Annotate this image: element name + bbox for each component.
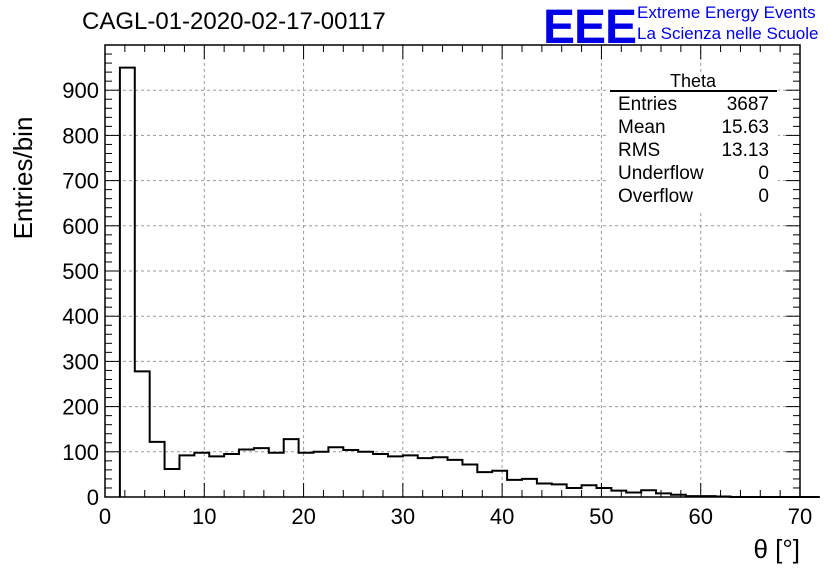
x-tick-label: 10 [192, 504, 216, 529]
x-tick-label: 20 [291, 504, 315, 529]
stats-value: 3687 [727, 94, 769, 115]
chart-title: CAGL-01-2020-02-17-00117 [82, 8, 386, 35]
x-tick-labels: 0 10 20 30 40 50 60 70 [99, 504, 812, 529]
y-tick-label: 300 [62, 349, 99, 374]
x-tick-label: 40 [490, 504, 514, 529]
y-tick-label: 800 [62, 123, 99, 148]
x-tick-label: 0 [99, 504, 111, 529]
y-tick-label: 200 [62, 395, 99, 420]
y-tick-label: 600 [62, 214, 99, 239]
x-tick-label: 30 [391, 504, 415, 529]
logo-subtitle-line1: Extreme Energy Events [637, 3, 816, 22]
stats-value: 13.13 [721, 140, 769, 161]
x-tick-label: 70 [788, 504, 812, 529]
y-tick-label: 100 [62, 440, 99, 465]
stats-value: 0 [758, 163, 769, 184]
grid-lines [105, 45, 800, 497]
y-tick-label: 0 [87, 485, 99, 510]
stats-title: Theta [670, 71, 717, 91]
stats-label: Mean [618, 117, 666, 138]
stats-box: Theta Entries 3687 Mean 15.63 RMS 13.13 Underf… [608, 71, 778, 212]
stats-value: 0 [758, 186, 769, 207]
y-tick-label: 500 [62, 259, 99, 284]
x-tick-label: 60 [688, 504, 712, 529]
stats-label: Underflow [618, 163, 704, 184]
y-tick-labels: 0 100 200 300 400 500 600 700 800 900 [62, 78, 99, 510]
stats-value: 15.63 [721, 117, 769, 138]
logo-subtitle-line2: La Scienza nelle Scuole [637, 24, 819, 43]
y-tick-label: 900 [62, 78, 99, 103]
stats-label: Entries [618, 94, 677, 115]
y-axis-title: Entries/bin [8, 117, 38, 240]
stats-label: RMS [618, 140, 660, 161]
x-tick-label: 50 [589, 504, 613, 529]
plot-frame [104, 44, 801, 498]
y-tick-label: 400 [62, 304, 99, 329]
stats-label: Overflow [618, 186, 693, 207]
y-tick-label: 700 [62, 169, 99, 194]
x-axis-title: θ [°] [753, 534, 800, 564]
